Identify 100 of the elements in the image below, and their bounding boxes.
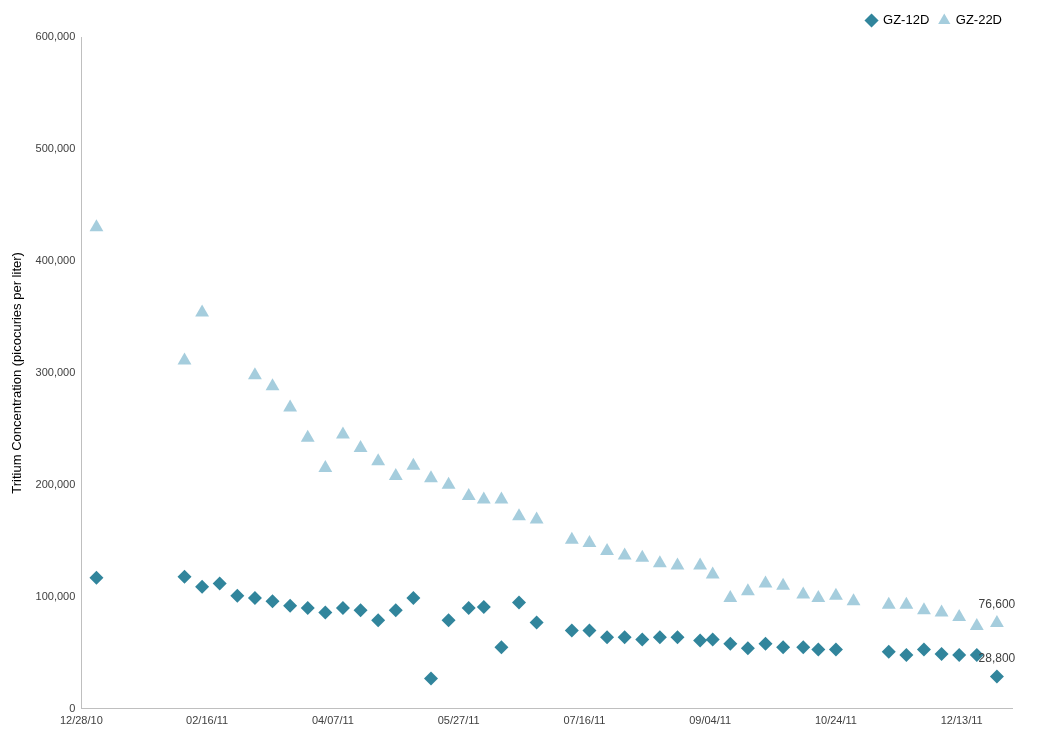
point: [740, 641, 755, 656]
legend-label: GZ-22D: [955, 12, 1002, 28]
point: [670, 557, 685, 570]
point: [461, 601, 476, 616]
x-tick-label: 10/24/11: [814, 714, 857, 727]
point: [512, 595, 527, 610]
point: [969, 617, 984, 630]
point: [635, 549, 650, 562]
point: [916, 642, 931, 657]
point: [600, 542, 614, 555]
point: [693, 557, 708, 570]
point: [388, 467, 403, 480]
y-tick-label: 100,000: [35, 589, 76, 602]
data-label: 76,600: [978, 597, 1016, 612]
point: [265, 378, 280, 391]
point: [846, 593, 861, 606]
point: [758, 575, 773, 588]
point: [582, 535, 597, 548]
data-label: 28,800: [978, 650, 1016, 665]
x-tick-label: 12/28/10: [59, 714, 103, 727]
point: [177, 352, 192, 365]
point: [247, 367, 262, 380]
point: [388, 603, 403, 618]
point: [564, 531, 579, 544]
y-tick-label: 0: [69, 701, 76, 714]
point: [89, 570, 104, 585]
point: [529, 511, 544, 524]
x-tick-label: 12/13/11: [940, 714, 983, 727]
point: [406, 457, 421, 470]
point: [582, 623, 597, 638]
y-tick-label: 600,000: [35, 30, 76, 43]
point: [300, 601, 315, 616]
point: [617, 547, 632, 560]
point: [353, 439, 368, 452]
point: [740, 583, 755, 596]
point: [705, 566, 720, 579]
point: [318, 605, 333, 620]
point: [776, 577, 791, 590]
point: [917, 602, 931, 615]
x-tick-label: 04/07/11: [311, 714, 354, 727]
point: [758, 636, 773, 651]
point: [796, 640, 811, 655]
point: [212, 576, 227, 591]
y-tick-label: 500,000: [35, 142, 76, 154]
point: [230, 588, 245, 603]
point: [512, 508, 526, 521]
point: [283, 399, 298, 412]
y-tick-label: 300,000: [35, 365, 76, 378]
point: [177, 569, 192, 584]
point: [723, 636, 738, 651]
y-tick-label: 400,000: [35, 253, 76, 266]
point: [796, 586, 811, 599]
point: [247, 590, 262, 605]
y-axis-title: Tritium Concentration (picocuries per liter): [9, 252, 25, 494]
point: [461, 488, 476, 501]
point: [989, 669, 1004, 684]
point: [423, 671, 438, 686]
point: [811, 642, 826, 657]
point: [989, 615, 1004, 628]
point: [195, 579, 210, 594]
point: [424, 470, 438, 483]
point: [476, 599, 491, 614]
point: [635, 632, 650, 647]
point: [899, 596, 914, 609]
point: [776, 640, 791, 655]
point: [881, 644, 896, 659]
point: [652, 630, 667, 645]
point: [406, 590, 421, 605]
point: [335, 601, 350, 616]
point: [899, 648, 914, 663]
point: [494, 640, 509, 655]
point: [564, 623, 579, 638]
point: [829, 587, 843, 600]
point: [670, 630, 685, 645]
point: [318, 460, 333, 473]
x-tick-label: 05/27/11: [437, 714, 480, 727]
x-tick-label: 07/16/11: [563, 714, 606, 727]
point: [934, 646, 949, 661]
y-tick-label: 200,000: [35, 477, 76, 490]
point: [195, 304, 210, 317]
x-tick-label: 02/16/11: [186, 714, 229, 727]
point: [476, 491, 491, 504]
point: [952, 608, 967, 621]
point: [934, 604, 949, 617]
point: [441, 476, 456, 489]
point: [353, 603, 368, 618]
point: [828, 642, 843, 657]
point: [952, 648, 967, 663]
legend-label: GZ-12D: [883, 12, 930, 28]
point: [300, 429, 315, 442]
point: [705, 632, 720, 647]
point: [371, 613, 386, 628]
point: [811, 589, 826, 602]
point: [652, 555, 667, 568]
point: [371, 453, 386, 466]
point: [881, 596, 896, 609]
point: [336, 426, 350, 439]
point: [265, 594, 280, 609]
point: [494, 491, 509, 504]
point: [617, 630, 632, 645]
